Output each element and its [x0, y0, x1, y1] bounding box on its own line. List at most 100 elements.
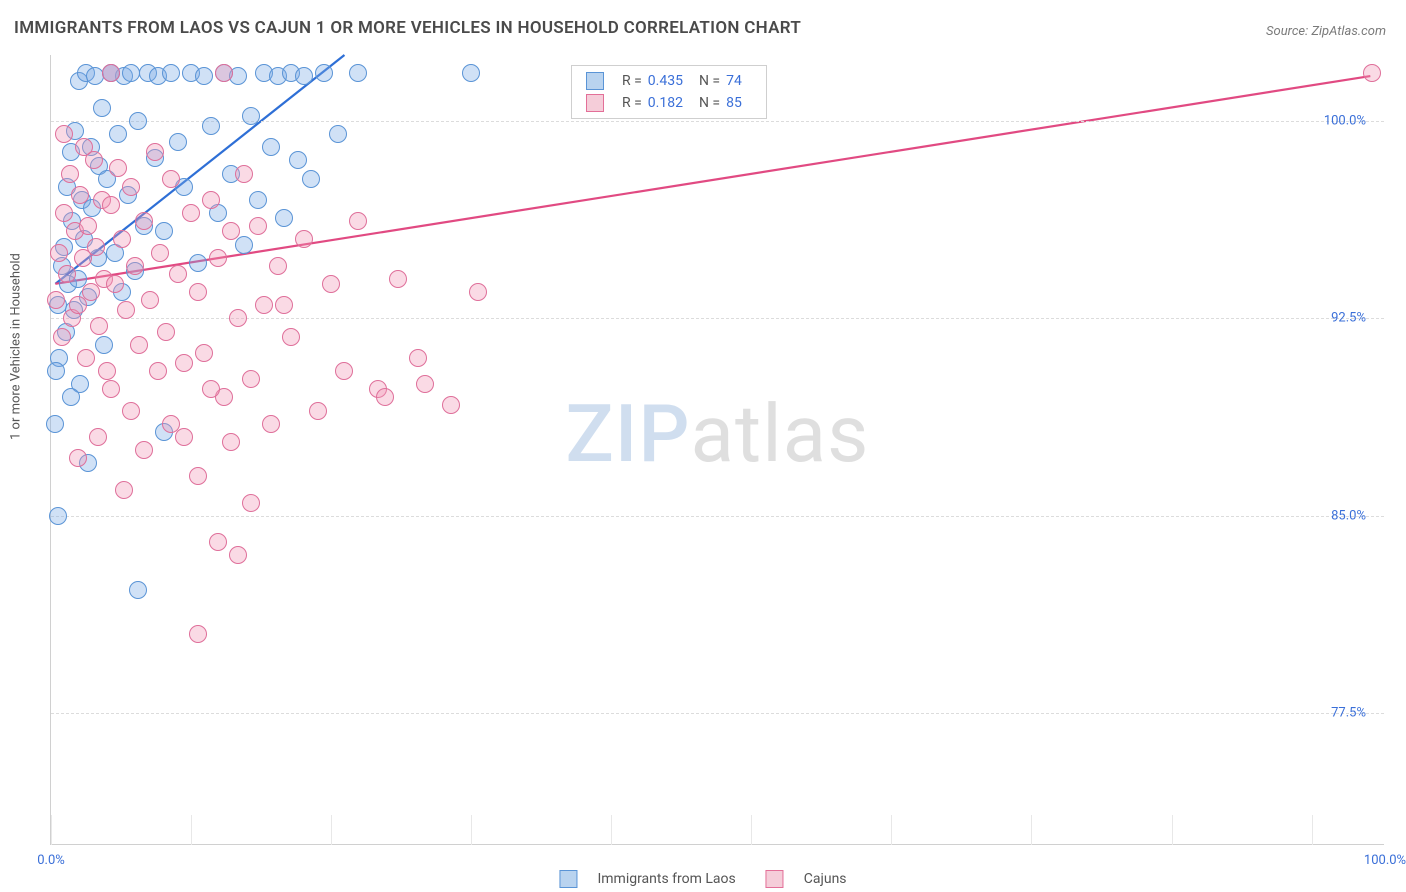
scatter-point — [182, 204, 200, 222]
scatter-point — [61, 165, 79, 183]
stat-r-value: 0.182 — [648, 95, 683, 111]
stat-row: R =0.182N =85 — [572, 92, 766, 114]
scatter-point — [262, 415, 280, 433]
scatter-point — [157, 323, 175, 341]
scatter-point — [77, 349, 95, 367]
scatter-point — [46, 415, 64, 433]
y-tick-label: 85.0% — [1331, 508, 1366, 523]
scatter-point — [249, 191, 267, 209]
stat-n-value: 85 — [726, 95, 742, 111]
x-tick-label: 100.0% — [1364, 853, 1406, 868]
scatter-point — [275, 296, 293, 314]
scatter-point — [282, 328, 300, 346]
legend-label: Cajuns — [804, 871, 847, 887]
scatter-point — [89, 428, 107, 446]
scatter-point — [169, 265, 187, 283]
legend-item: Cajuns — [766, 870, 847, 888]
scatter-point — [126, 257, 144, 275]
gridline-vertical — [611, 815, 612, 845]
scatter-point — [102, 64, 120, 82]
scatter-point — [53, 328, 71, 346]
gridline-vertical — [1172, 815, 1173, 845]
gridline-horizontal — [51, 318, 1384, 319]
scatter-point — [122, 402, 140, 420]
gridline-vertical — [1312, 815, 1313, 845]
scatter-point — [235, 165, 253, 183]
source-link[interactable]: ZipAtlas.com — [1311, 24, 1386, 39]
scatter-point — [315, 64, 333, 82]
scatter-point — [129, 112, 147, 130]
scatter-point — [135, 212, 153, 230]
scatter-point — [195, 344, 213, 362]
scatter-point — [58, 265, 76, 283]
scatter-point — [86, 67, 104, 85]
y-tick-label: 92.5% — [1331, 311, 1366, 326]
scatter-point — [189, 467, 207, 485]
scatter-point — [215, 64, 233, 82]
gridline-horizontal — [51, 713, 1384, 714]
scatter-point — [189, 254, 207, 272]
watermark-zip: ZIP — [566, 387, 691, 481]
scatter-point — [349, 212, 367, 230]
scatter-point — [442, 396, 460, 414]
chart-title: IMMIGRANTS FROM LAOS VS CAJUN 1 OR MORE … — [14, 18, 801, 38]
scatter-point — [50, 244, 68, 262]
scatter-point — [202, 191, 220, 209]
scatter-point — [262, 138, 280, 156]
scatter-point — [389, 270, 407, 288]
scatter-point — [169, 133, 187, 151]
scatter-point — [106, 275, 124, 293]
scatter-point — [222, 433, 240, 451]
scatter-point — [209, 533, 227, 551]
scatter-point — [93, 99, 111, 117]
scatter-point — [122, 64, 140, 82]
scatter-point — [146, 143, 164, 161]
scatter-point — [189, 625, 207, 643]
scatter-point — [335, 362, 353, 380]
stat-n-label: N = — [699, 73, 720, 89]
y-axis-label: 1 or more Vehicles in Household — [9, 253, 24, 440]
scatter-point — [149, 362, 167, 380]
correlation-stats-box: R =0.435N =74R =0.182N =85 — [571, 65, 767, 119]
legend-swatch-icon — [586, 72, 604, 90]
scatter-point — [55, 125, 73, 143]
scatter-point — [229, 309, 247, 327]
scatter-point — [109, 159, 127, 177]
legend-swatch-icon — [559, 870, 577, 888]
gridline-vertical — [471, 815, 472, 845]
scatter-point — [295, 67, 313, 85]
scatter-point — [229, 546, 247, 564]
y-tick-label: 100.0% — [1324, 113, 1366, 128]
gridline-vertical — [51, 815, 52, 845]
watermark-atlas: atlas — [691, 387, 870, 481]
scatter-point — [90, 317, 108, 335]
legend-item: Immigrants from Laos — [559, 870, 735, 888]
gridline-vertical — [191, 815, 192, 845]
scatter-point — [102, 196, 120, 214]
scatter-point — [235, 236, 253, 254]
scatter-point — [135, 441, 153, 459]
scatter-point — [1363, 64, 1381, 82]
scatter-point — [242, 370, 260, 388]
scatter-point — [115, 481, 133, 499]
scatter-point — [82, 283, 100, 301]
scatter-point — [95, 336, 113, 354]
stat-row: R =0.435N =74 — [572, 70, 766, 92]
scatter-point — [242, 494, 260, 512]
scatter-point — [47, 291, 65, 309]
scatter-plot-area: ZIPatlas R =0.435N =74R =0.182N =85 77.5… — [50, 55, 1384, 845]
stat-n-label: N = — [699, 95, 720, 111]
scatter-point — [47, 362, 65, 380]
legend-swatch-icon — [766, 870, 784, 888]
stat-n-value: 74 — [726, 73, 742, 89]
scatter-point — [55, 204, 73, 222]
legend-label: Immigrants from Laos — [597, 871, 735, 887]
scatter-point — [49, 507, 67, 525]
scatter-point — [175, 428, 193, 446]
scatter-point — [79, 217, 97, 235]
scatter-point — [109, 125, 127, 143]
gridline-vertical — [331, 815, 332, 845]
gridline-horizontal — [51, 516, 1384, 517]
gridline-vertical — [891, 815, 892, 845]
scatter-point — [322, 275, 340, 293]
